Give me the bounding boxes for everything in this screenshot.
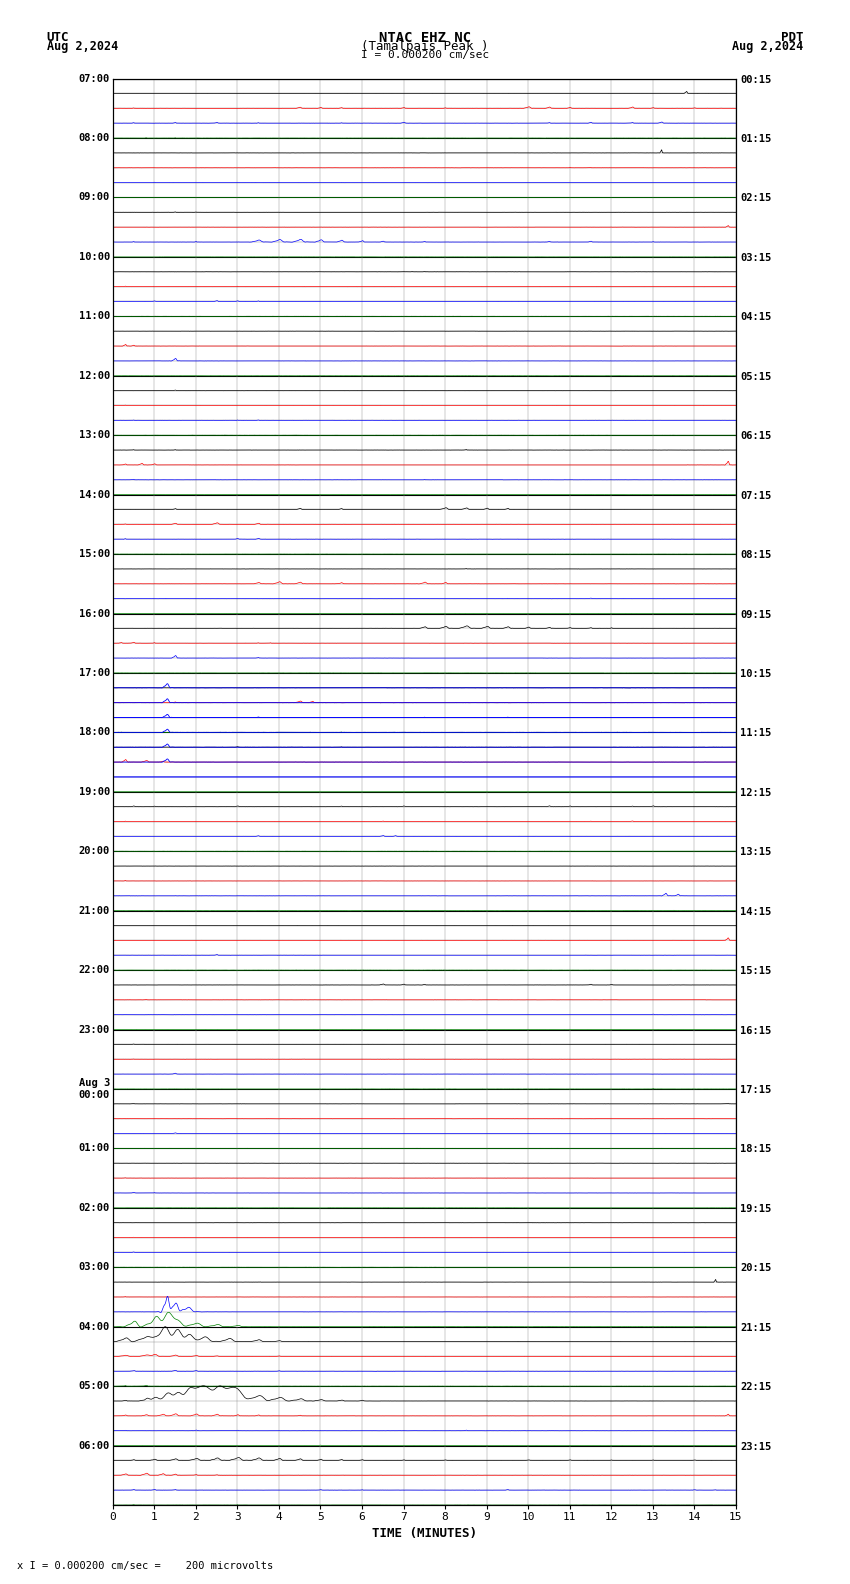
Text: (Tamalpais Peak ): (Tamalpais Peak ) [361,40,489,54]
X-axis label: TIME (MINUTES): TIME (MINUTES) [371,1527,477,1541]
Text: PDT: PDT [781,30,803,44]
Text: NTAC EHZ NC: NTAC EHZ NC [379,30,471,44]
Text: Aug 2,2024: Aug 2,2024 [732,40,803,54]
Text: x I = 0.000200 cm/sec =    200 microvolts: x I = 0.000200 cm/sec = 200 microvolts [17,1562,273,1571]
Text: UTC: UTC [47,30,69,44]
Text: Aug 2,2024: Aug 2,2024 [47,40,118,54]
Text: I = 0.000200 cm/sec: I = 0.000200 cm/sec [361,49,489,60]
